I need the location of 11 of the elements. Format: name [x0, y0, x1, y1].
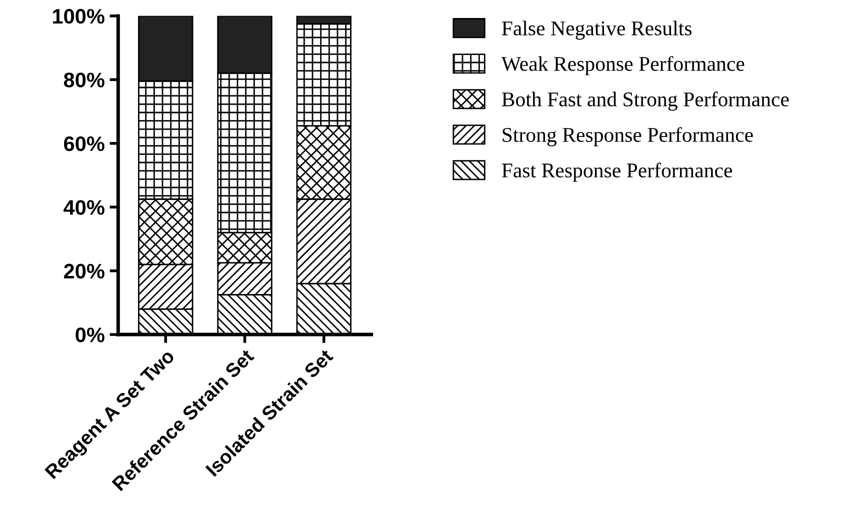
y-tick-label: 0% [76, 328, 104, 342]
legend-label: Both Fast and Strong Performance [502, 92, 789, 111]
legend-label: Strong Response Performance [502, 127, 753, 146]
legend-label: Fast Response Performance [502, 162, 732, 182]
y-tick-label: 60% [64, 136, 104, 152]
y-tick-label: 20% [64, 264, 104, 279]
y-tick-label: 100% [52, 8, 104, 24]
y-tick-label: 40% [64, 200, 104, 215]
legend-label: Weak Response Performance [501, 56, 744, 76]
legend-label: False Negative Results [502, 20, 692, 40]
y-tick-label: 80% [64, 72, 104, 88]
